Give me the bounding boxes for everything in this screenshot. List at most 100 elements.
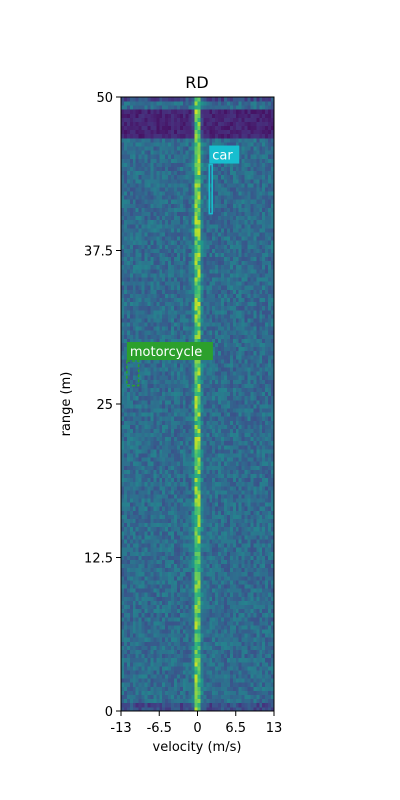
heatmap-cell — [268, 588, 272, 593]
heatmap-cell — [250, 387, 254, 393]
heatmap-cell — [141, 575, 145, 581]
heatmap-cell — [138, 682, 142, 687]
heatmap-cell — [162, 469, 166, 474]
heatmap-cell — [144, 604, 148, 610]
heatmap-cell — [197, 334, 201, 339]
heatmap-cell — [232, 412, 237, 417]
heatmap-cell — [265, 510, 269, 515]
heatmap-cell — [206, 518, 210, 524]
heatmap-cell — [126, 322, 131, 327]
heatmap-cell — [200, 449, 204, 454]
heatmap-cell — [218, 686, 222, 691]
heatmap-cell — [229, 665, 234, 671]
heatmap-cell — [156, 440, 160, 446]
heatmap-cell — [247, 657, 251, 663]
heatmap-cell — [247, 600, 251, 605]
heatmap-cell — [141, 338, 145, 343]
heatmap-cell — [173, 399, 178, 405]
heatmap-cell — [265, 444, 269, 450]
heatmap-cell — [265, 563, 269, 569]
heatmap-cell — [209, 465, 213, 470]
heatmap-cell — [212, 522, 216, 528]
heatmap-cell — [271, 444, 275, 450]
heatmap-cell — [147, 367, 151, 372]
heatmap-cell — [123, 313, 128, 319]
heatmap-cell — [229, 318, 234, 323]
heatmap-cell — [194, 375, 198, 380]
heatmap-cell — [218, 465, 222, 470]
heatmap-cell — [235, 539, 240, 544]
heatmap-cell — [185, 670, 190, 675]
heatmap-cell — [191, 420, 195, 425]
heatmap-cell — [197, 596, 201, 601]
heatmap-cell — [218, 530, 222, 536]
heatmap-cell — [123, 596, 128, 601]
heatmap-cell — [253, 477, 257, 483]
heatmap-cell — [247, 453, 251, 458]
heatmap-cell — [209, 449, 213, 454]
heatmap-cell — [156, 694, 160, 700]
heatmap-cell — [253, 346, 257, 352]
heatmap-cell — [197, 694, 201, 700]
heatmap-cell — [123, 588, 128, 593]
heatmap-cell — [241, 645, 245, 650]
heatmap-cell — [150, 670, 154, 675]
heatmap-cell — [226, 637, 231, 642]
heatmap-cell — [218, 616, 222, 622]
heatmap-cell — [162, 633, 166, 638]
heatmap-cell — [244, 498, 248, 503]
heatmap-cell — [171, 318, 175, 323]
heatmap-cell — [262, 346, 266, 352]
heatmap-cell — [212, 518, 216, 524]
heatmap-cell — [197, 412, 201, 417]
heatmap-cell — [165, 551, 169, 556]
heatmap-cell — [247, 629, 251, 634]
heatmap-cell — [250, 555, 254, 560]
heatmap-cell — [265, 404, 269, 409]
heatmap-cell — [226, 547, 231, 552]
heatmap-cell — [256, 567, 260, 573]
heatmap-cell — [226, 342, 231, 348]
heatmap-cell — [209, 379, 213, 384]
heatmap-cell — [153, 616, 157, 622]
heatmap-cell — [218, 330, 222, 335]
heatmap-cell — [235, 465, 240, 470]
heatmap-cell — [241, 674, 245, 679]
heatmap-cell — [156, 489, 160, 495]
heatmap-cell — [179, 657, 184, 663]
heatmap-cell — [153, 551, 157, 556]
heatmap-cell — [256, 653, 260, 659]
heatmap-cell — [171, 338, 175, 343]
heatmap-cell — [253, 534, 257, 540]
heatmap-cell — [188, 375, 193, 380]
heatmap-cell — [232, 608, 237, 614]
heatmap-cell — [247, 346, 251, 352]
heatmap-cell — [168, 592, 172, 597]
heatmap-cell — [221, 698, 225, 704]
heatmap-cell — [147, 555, 151, 560]
heatmap-cell — [129, 629, 134, 634]
heatmap-cell — [271, 694, 275, 700]
heatmap-cell — [159, 371, 163, 376]
heatmap-cell — [156, 416, 160, 421]
heatmap-cell — [265, 522, 269, 528]
heatmap-cell — [123, 498, 128, 503]
heatmap-cell — [138, 330, 142, 335]
heatmap-cell — [229, 473, 234, 479]
heatmap-cell — [173, 649, 178, 655]
heatmap-cell — [121, 412, 125, 417]
heatmap-cell — [206, 469, 210, 474]
heatmap-cell — [165, 489, 169, 495]
heatmap-cell — [259, 551, 263, 556]
heatmap-cell — [256, 375, 260, 380]
heatmap-cell — [126, 530, 131, 536]
heatmap-cell — [250, 612, 254, 618]
heatmap-cell — [221, 514, 225, 520]
heatmap-cell — [271, 608, 275, 614]
heatmap-cell — [185, 641, 190, 646]
heatmap-cell — [256, 670, 260, 675]
heatmap-cell — [244, 518, 248, 524]
heatmap-cell — [156, 547, 160, 552]
heatmap-cell — [221, 596, 225, 601]
heatmap-cell — [126, 436, 131, 442]
